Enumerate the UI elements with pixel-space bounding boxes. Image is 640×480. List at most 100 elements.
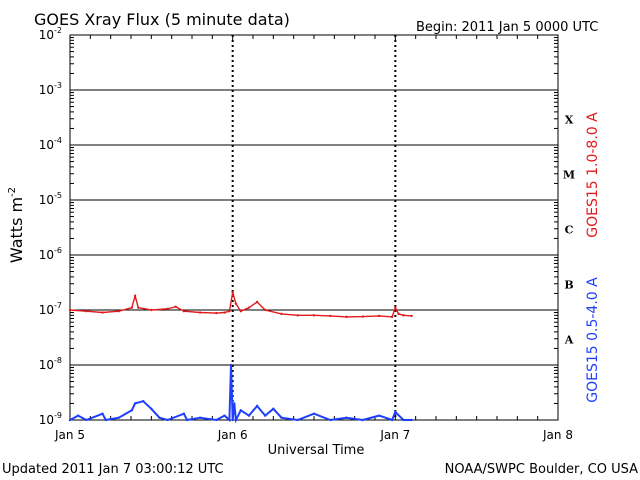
y-tick-label: 10-7	[39, 301, 62, 317]
updated-time: Updated 2011 Jan 7 03:00:12 UTC	[2, 462, 224, 477]
series-point-1	[377, 314, 381, 318]
series-point-2	[166, 418, 169, 422]
flare-class-label: B	[564, 279, 573, 292]
series-point-1	[228, 310, 231, 313]
series-legend: GOES15 1.0-8.0 A GOES15 0.5-4.0 A	[585, 112, 601, 403]
series-point-2	[264, 414, 267, 417]
series-point-2	[296, 418, 299, 422]
x-tick-label: Jan 7	[379, 428, 410, 442]
series-point-1	[280, 312, 283, 316]
y-tick-label: 10-2	[39, 26, 62, 42]
series-point-2	[150, 407, 153, 410]
series-point-2	[142, 399, 145, 403]
plot-frame	[69, 34, 559, 421]
series-point-2	[410, 418, 413, 422]
series-point-2	[329, 418, 332, 422]
series-point-1	[101, 311, 104, 314]
series-point-2	[104, 418, 107, 422]
series-point-1	[133, 294, 137, 298]
series-point-1	[345, 315, 348, 319]
series-point-2	[198, 416, 202, 419]
x-tick-label: Jan 5	[54, 428, 85, 442]
series-point-2	[280, 416, 283, 419]
series-point-1	[361, 315, 364, 318]
series-point-2	[133, 402, 137, 405]
series-point-2	[390, 418, 394, 422]
flare-class-label: M	[563, 169, 575, 182]
series-point-1	[215, 311, 218, 315]
flare-class-label: X	[565, 114, 574, 127]
x-tick-label: Jan 8	[542, 428, 573, 442]
series-point-2	[377, 414, 381, 417]
series-point-1	[223, 311, 226, 314]
series-point-2	[247, 414, 251, 417]
y-tick-label: 10-8	[39, 356, 62, 372]
series-point-1	[296, 314, 299, 317]
series-label-1: GOES15 1.0-8.0 A	[585, 112, 601, 238]
series-point-1	[137, 306, 140, 309]
series-point-1	[239, 310, 242, 313]
series-point-1	[198, 311, 202, 314]
series-point-2	[130, 409, 134, 412]
series-point-2	[228, 418, 231, 422]
series-point-1	[174, 305, 177, 308]
series-point-2	[185, 418, 189, 422]
series-point-1	[394, 306, 397, 309]
series-point-2	[158, 416, 161, 419]
series-line-2	[69, 364, 412, 424]
series-point-2	[68, 418, 72, 422]
series-point-2	[361, 418, 364, 422]
y-tick-label: 10-3	[39, 81, 62, 97]
series-point-2	[255, 404, 259, 408]
series-point-1	[117, 310, 121, 313]
series-point-1	[410, 314, 413, 318]
flare-class-label: A	[564, 334, 574, 347]
series-point-2	[402, 418, 405, 422]
series-point-2	[101, 412, 104, 415]
series-point-2	[85, 418, 88, 422]
series-point-1	[231, 291, 234, 294]
series-point-2	[394, 410, 397, 414]
y-tick-label: 10-6	[39, 246, 62, 262]
series-point-1	[182, 310, 186, 313]
series-point-1	[234, 302, 238, 305]
y-tick-label: 10-5	[39, 191, 62, 207]
series-point-1	[85, 310, 88, 313]
series-point-1	[247, 306, 251, 309]
series-point-1	[312, 314, 316, 317]
series-point-2	[182, 412, 186, 415]
series-line-1	[69, 292, 412, 318]
series-point-2	[229, 363, 233, 367]
flare-class-label: C	[565, 224, 574, 237]
series-point-2	[215, 418, 218, 422]
series-point-1	[329, 314, 332, 318]
svg-text:Watts m-2: Watts m-2	[7, 187, 26, 263]
x-axis-label: Universal Time	[268, 443, 365, 458]
series-point-2	[223, 414, 226, 417]
series-point-2	[76, 414, 80, 417]
series-point-1	[264, 308, 267, 312]
series-point-1	[166, 307, 169, 311]
series-point-2	[312, 412, 316, 415]
source-credit: NOAA/SWPC Boulder, CO USA	[445, 462, 638, 477]
series-point-2	[231, 418, 234, 422]
series-point-1	[402, 314, 405, 317]
series-point-2	[233, 402, 236, 405]
y-axis-label: Watts m-2	[7, 187, 26, 263]
series-point-2	[345, 416, 348, 419]
series-point-2	[239, 409, 242, 412]
series-point-1	[397, 312, 400, 316]
series-point-1	[390, 315, 394, 319]
y-tick-label: 10-4	[39, 136, 62, 152]
begin-time: Begin: 2011 Jan 5 0000 UTC	[416, 20, 598, 35]
chart-title: GOES Xray Flux (5 minute data)	[34, 10, 290, 29]
x-tick-label: Jan 6	[217, 428, 248, 442]
series-point-1	[255, 300, 259, 304]
series-point-1	[68, 308, 72, 312]
series-point-2	[272, 407, 275, 410]
series-point-2	[234, 418, 238, 422]
series-point-1	[150, 308, 153, 312]
series-point-1	[130, 306, 134, 309]
